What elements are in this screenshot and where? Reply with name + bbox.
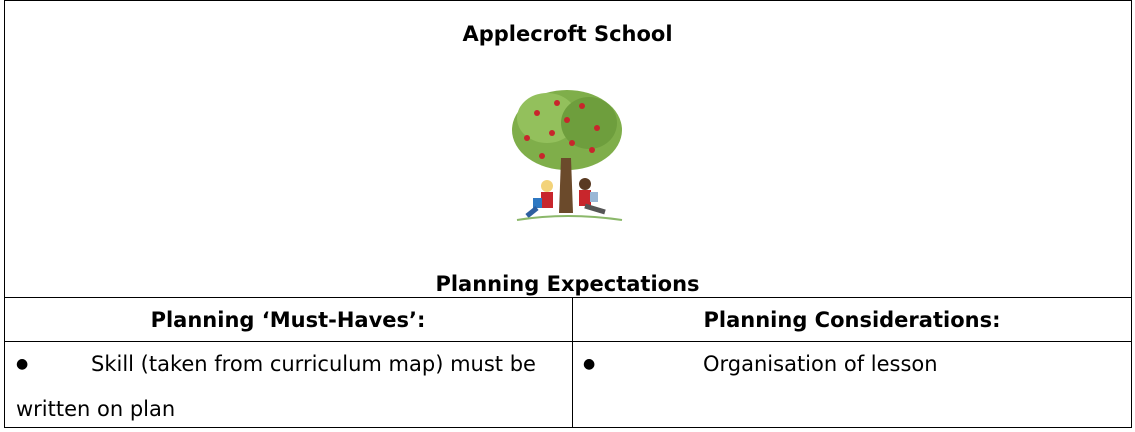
cell-text: Organisation of lesson	[703, 352, 938, 376]
column-divider	[572, 297, 573, 428]
tree-canopy	[512, 90, 622, 170]
row-divider	[4, 341, 1132, 342]
column-header: Planning ‘Must-Haves’:	[150, 308, 426, 332]
grass	[516, 215, 623, 221]
table-cell: ● Skill (taken from curriculum map) must …	[16, 342, 556, 432]
tree-trunk	[559, 158, 573, 213]
title: Applecroft School	[462, 22, 673, 46]
bullet: ●	[583, 356, 596, 372]
children	[525, 178, 606, 218]
subtitle: Planning Expectations	[435, 272, 700, 296]
column-header: Planning Considerations:	[703, 308, 1001, 332]
table-cell: ● Organisation of lesson	[583, 342, 1123, 387]
header-divider	[4, 297, 1132, 298]
school-logo	[512, 90, 623, 221]
bullet: ●	[16, 356, 29, 372]
cell-text: Skill (taken from curriculum map) must b…	[16, 352, 536, 421]
